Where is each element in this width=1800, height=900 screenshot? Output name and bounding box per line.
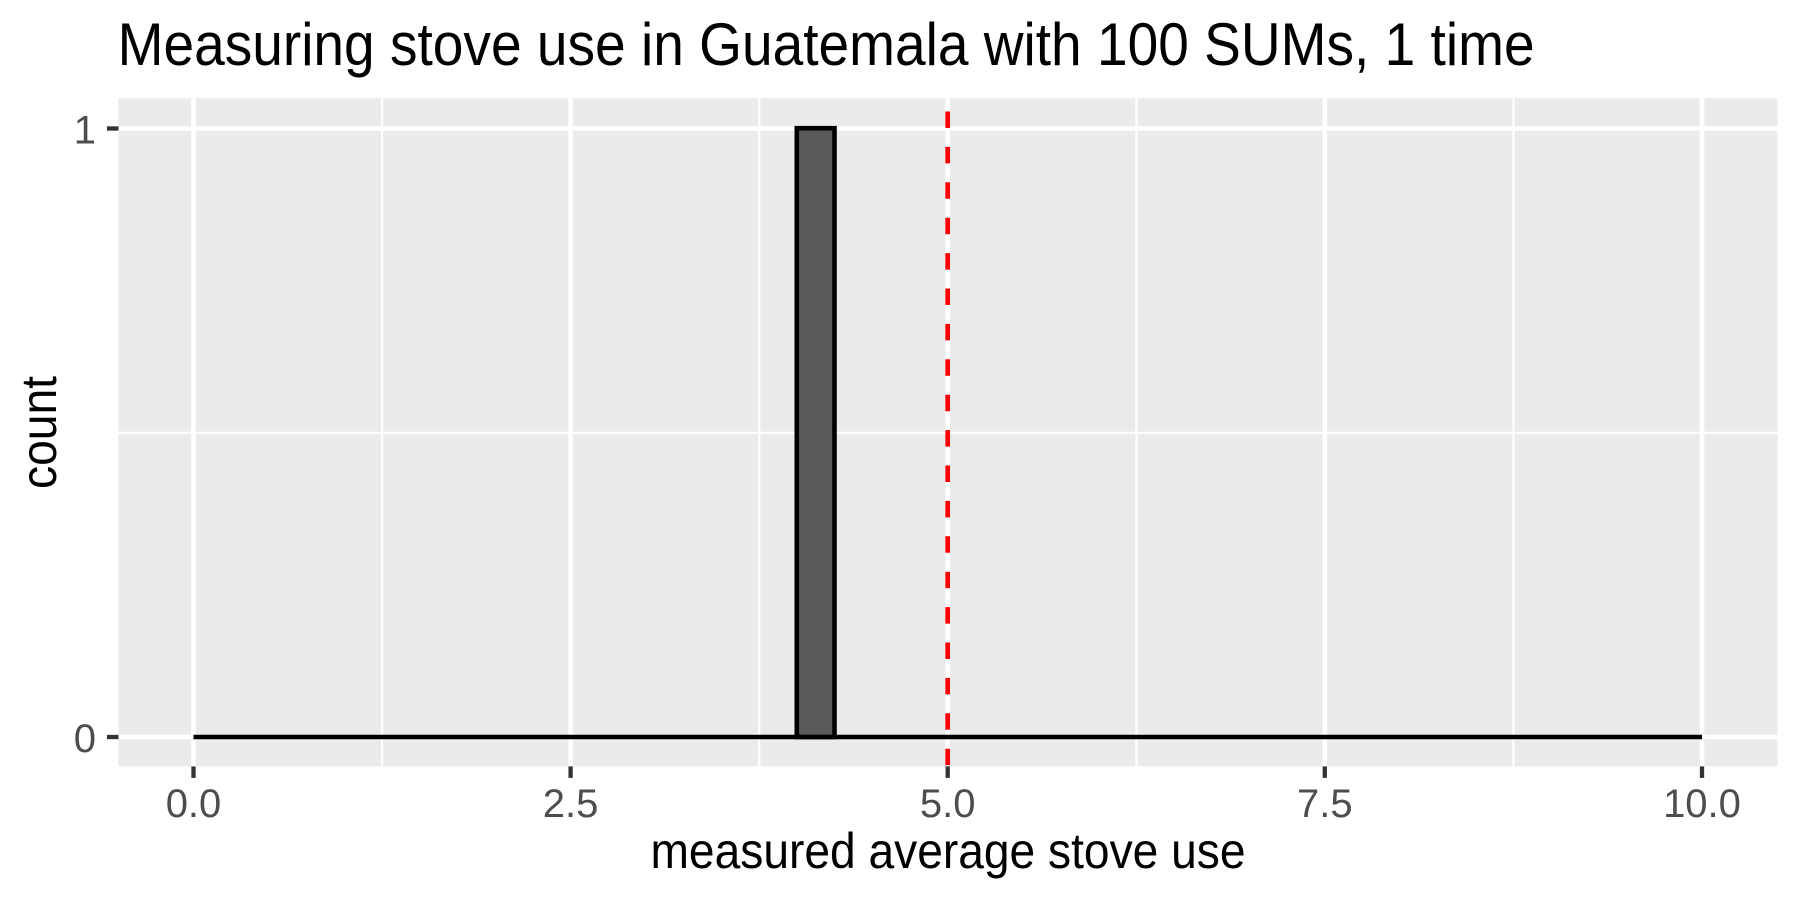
svg-text:Measuring stove use in Guatema: Measuring stove use in Guatemala with 10… bbox=[118, 11, 1535, 78]
svg-text:10.0: 10.0 bbox=[1663, 782, 1741, 826]
svg-text:7.5: 7.5 bbox=[1297, 782, 1353, 826]
svg-text:0: 0 bbox=[74, 717, 96, 761]
svg-text:5.0: 5.0 bbox=[920, 782, 976, 826]
svg-text:1: 1 bbox=[74, 109, 96, 153]
svg-text:count: count bbox=[11, 376, 67, 489]
svg-text:measured average stove use: measured average stove use bbox=[651, 823, 1246, 879]
svg-text:0.0: 0.0 bbox=[166, 782, 222, 826]
svg-text:2.5: 2.5 bbox=[543, 782, 599, 826]
